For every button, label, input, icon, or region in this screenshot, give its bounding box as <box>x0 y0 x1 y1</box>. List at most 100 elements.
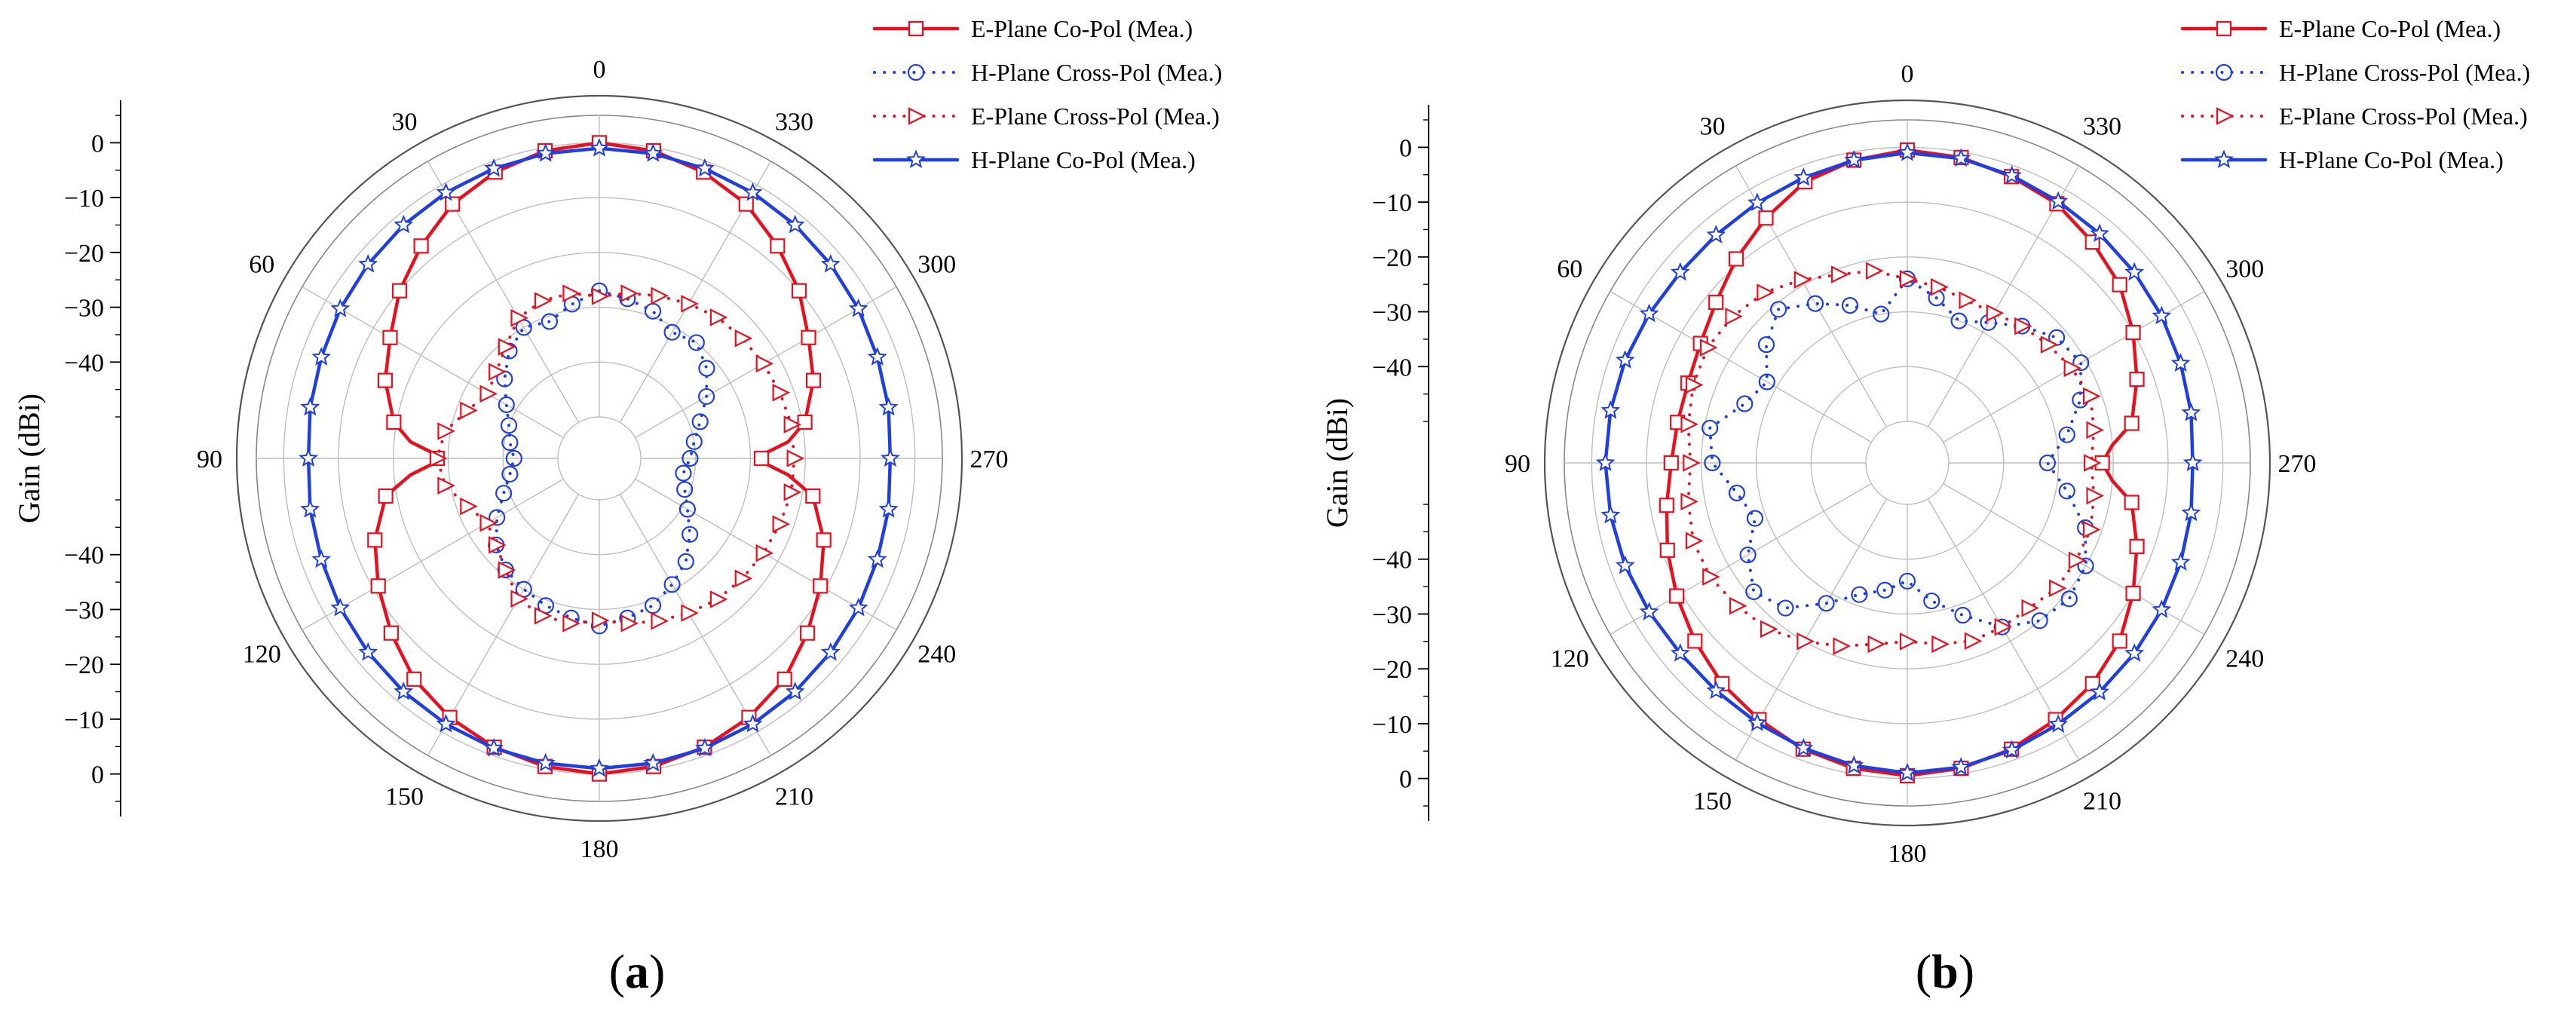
data-point <box>1951 757 1971 776</box>
data-point <box>1769 301 1787 318</box>
angle-tick-label: 240 <box>2225 645 2264 673</box>
data-point <box>437 422 455 440</box>
outer-frame-ring <box>235 94 963 823</box>
grid-spoke <box>302 286 564 439</box>
data-point <box>682 525 699 543</box>
angle-tick-label: 330 <box>2083 112 2121 140</box>
series-line <box>1686 269 2096 648</box>
data-point <box>299 448 319 467</box>
data-point <box>770 238 786 254</box>
data-point <box>1899 270 1918 288</box>
data-point <box>651 286 669 305</box>
data-point <box>2090 682 2109 701</box>
data-point <box>643 752 663 772</box>
data-point <box>2124 495 2140 510</box>
data-point <box>820 253 841 273</box>
data-point <box>663 323 681 341</box>
data-point <box>383 625 399 641</box>
radial-tick-label: −40 <box>64 542 104 570</box>
data-point <box>2125 585 2141 602</box>
data-point <box>1898 142 1917 161</box>
data-point <box>685 433 703 450</box>
data-point <box>1615 350 1635 369</box>
data-point <box>2082 387 2101 406</box>
radial-tick-label: 0 <box>91 130 104 158</box>
data-point <box>2086 421 2105 440</box>
data-point <box>479 513 498 532</box>
legend: E-Plane Co-Pol (Mea.) H-Plane Cross-Pol (… <box>872 15 1222 173</box>
data-point <box>2072 354 2090 372</box>
data-point <box>1830 265 1849 283</box>
data-point <box>734 569 753 588</box>
data-point <box>500 417 518 434</box>
inner-grid-ring <box>1865 421 1950 505</box>
data-point <box>1680 415 1698 433</box>
data-point <box>776 671 792 687</box>
angle-tick-label: 90 <box>197 446 222 473</box>
data-point <box>698 360 715 377</box>
data-point <box>460 401 478 420</box>
data-point <box>675 464 692 482</box>
angle-tick-label: 120 <box>1551 645 1589 673</box>
data-point <box>1729 596 1747 615</box>
data-point <box>820 642 841 661</box>
data-point <box>300 397 320 416</box>
radial-tick-label: −10 <box>64 706 104 734</box>
angle-tick-label: 330 <box>775 108 813 136</box>
data-point <box>311 549 332 568</box>
data-point <box>1728 484 1746 501</box>
data-point <box>562 614 580 633</box>
data-point <box>498 396 515 413</box>
data-point <box>2125 324 2141 341</box>
radial-tick-label: −20 <box>64 240 104 268</box>
data-point <box>1680 492 1698 511</box>
data-point <box>663 576 681 593</box>
data-point <box>1954 606 1971 624</box>
data-point <box>1704 454 1721 472</box>
radial-tick-label: −30 <box>1372 299 1412 327</box>
data-point <box>2170 552 2191 571</box>
data-point <box>797 414 813 430</box>
data-point <box>1702 568 1720 586</box>
data-point <box>878 498 899 518</box>
data-point <box>489 363 507 381</box>
data-point <box>688 334 705 351</box>
angle-tick-label: 90 <box>1505 450 1530 478</box>
data-point <box>2152 305 2172 325</box>
data-point <box>2038 454 2057 472</box>
polar-chart-a: 0 30 60 90 120 150 180 210 240 270 300 330 0 0 −10 −10 −… <box>12 15 1222 998</box>
angle-tick-label: 150 <box>385 783 424 811</box>
radial-tick-label: −20 <box>64 651 104 679</box>
data-point <box>695 158 715 177</box>
data-point <box>2048 714 2069 733</box>
data-point <box>1685 375 1704 394</box>
data-point <box>2129 372 2145 388</box>
data-point <box>498 338 516 356</box>
data-point <box>2031 612 2048 630</box>
angle-tick-label: 120 <box>243 641 281 669</box>
data-point <box>620 614 639 633</box>
data-point <box>1685 532 1704 550</box>
data-point <box>382 329 398 345</box>
data-point <box>786 449 805 467</box>
data-point <box>1747 192 1767 212</box>
data-point <box>2124 262 2145 281</box>
data-point <box>753 450 770 467</box>
legend-entry-label: E-Plane Cross-Pol (Mea.) <box>971 103 1220 130</box>
data-point <box>1876 581 1894 599</box>
data-point <box>367 532 383 548</box>
data-point <box>691 413 709 430</box>
data-point <box>2058 482 2075 500</box>
data-point <box>1639 303 1659 323</box>
data-point <box>406 671 422 687</box>
data-point <box>489 536 507 554</box>
data-point <box>734 329 753 348</box>
data-point <box>510 309 528 327</box>
data-point <box>1994 617 2013 636</box>
data-point <box>791 283 807 299</box>
data-point <box>1595 452 1616 471</box>
data-point <box>1897 762 1918 782</box>
data-point <box>1670 643 1690 662</box>
data-point <box>643 142 663 162</box>
angle-tick-label: 30 <box>392 108 418 136</box>
